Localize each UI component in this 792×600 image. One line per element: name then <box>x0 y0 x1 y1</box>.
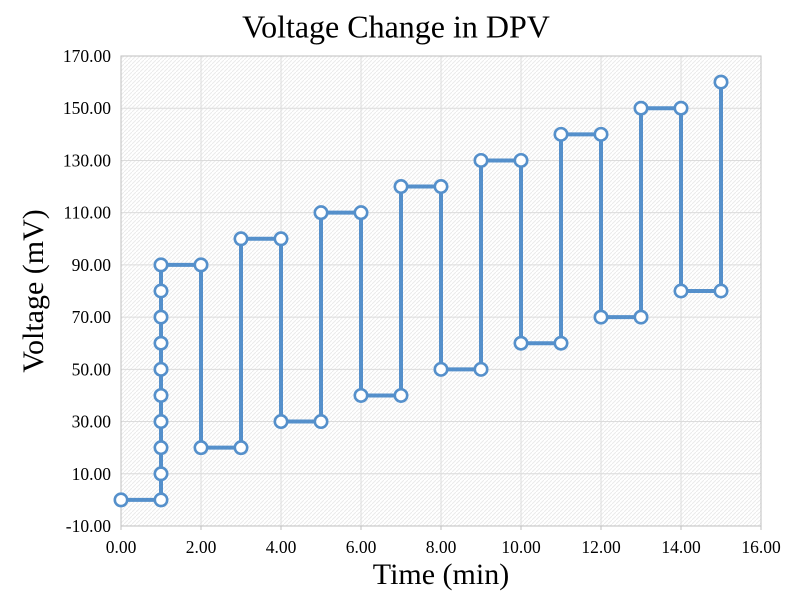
x-axis-title: Time (min) <box>372 558 510 591</box>
x-tick-label: 2.00 <box>186 537 217 557</box>
data-point-marker <box>673 283 689 299</box>
data-point-marker <box>153 335 169 351</box>
data-point-marker <box>313 414 329 430</box>
data-point-marker <box>193 257 209 273</box>
x-tick-label: 12.00 <box>581 537 621 557</box>
y-tick-label: 10.00 <box>72 464 112 484</box>
data-point-marker <box>633 309 649 325</box>
data-point-marker <box>273 414 289 430</box>
data-point-marker <box>513 152 529 168</box>
x-tick-label: 6.00 <box>346 537 377 557</box>
data-point-marker <box>153 309 169 325</box>
data-point-marker <box>153 283 169 299</box>
data-point-marker <box>233 231 249 247</box>
data-point-marker <box>393 387 409 403</box>
data-point-marker <box>513 335 529 351</box>
data-point-marker <box>673 100 689 116</box>
data-point-marker <box>433 179 449 195</box>
y-tick-label: 170.00 <box>63 46 111 66</box>
data-point-marker <box>553 335 569 351</box>
data-point-marker <box>273 231 289 247</box>
data-point-marker <box>593 309 609 325</box>
data-point-marker <box>473 361 489 377</box>
data-point-marker <box>153 414 169 430</box>
y-tick-label: 70.00 <box>72 307 112 327</box>
x-tick-label: 0.00 <box>106 537 137 557</box>
y-tick-label: 150.00 <box>63 98 111 118</box>
data-point-marker <box>633 100 649 116</box>
y-tick-label: 110.00 <box>64 203 112 223</box>
y-tick-label: 90.00 <box>72 255 112 275</box>
data-point-marker <box>193 440 209 456</box>
data-point-marker <box>313 205 329 221</box>
x-tick-label: 16.00 <box>741 537 781 557</box>
data-point-marker <box>353 387 369 403</box>
y-tick-label: 30.00 <box>72 412 112 432</box>
data-point-marker <box>393 179 409 195</box>
x-tick-label: 8.00 <box>426 537 457 557</box>
chart-title: Voltage Change in DPV <box>242 8 550 45</box>
x-tick-label: 10.00 <box>501 537 541 557</box>
data-point-marker <box>153 440 169 456</box>
data-point-marker <box>433 361 449 377</box>
data-point-marker <box>153 466 169 482</box>
data-point-marker <box>113 492 129 508</box>
data-point-marker <box>713 283 729 299</box>
data-point-marker <box>153 361 169 377</box>
x-tick-label: 4.00 <box>266 537 297 557</box>
data-point-marker <box>593 126 609 142</box>
data-point-marker <box>473 152 489 168</box>
data-point-marker <box>153 257 169 273</box>
y-tick-label: 50.00 <box>72 359 112 379</box>
data-point-marker <box>233 440 249 456</box>
data-point-marker <box>153 387 169 403</box>
data-point-marker <box>353 205 369 221</box>
data-point-marker <box>553 126 569 142</box>
y-tick-label: -10.00 <box>66 516 111 536</box>
x-tick-label: 14.00 <box>661 537 701 557</box>
data-point-marker <box>153 492 169 508</box>
data-point-marker <box>713 74 729 90</box>
y-tick-label: 130.00 <box>63 150 111 170</box>
